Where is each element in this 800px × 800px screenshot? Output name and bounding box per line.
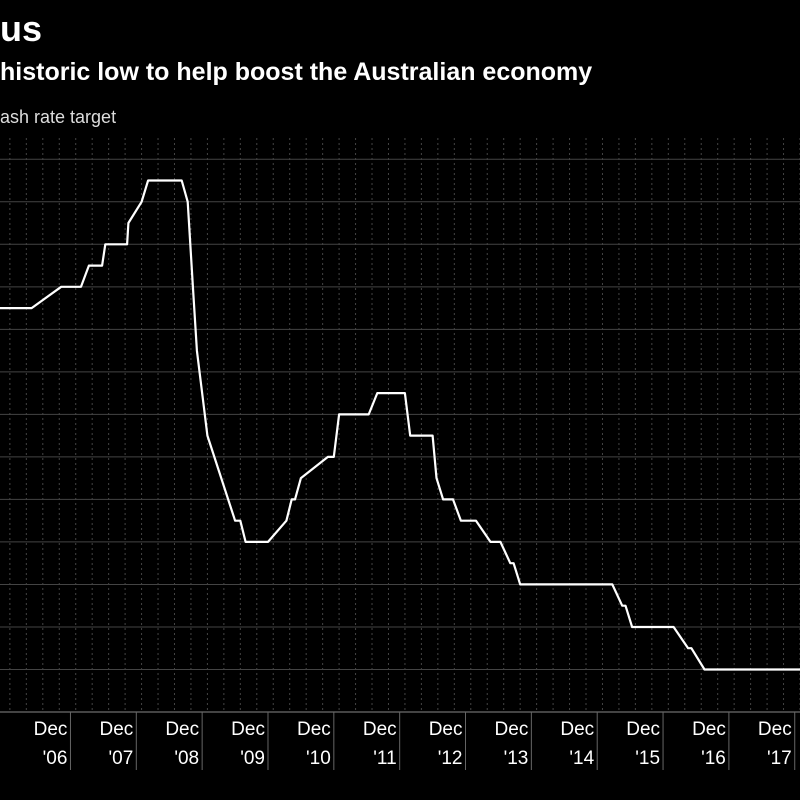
x-tick-month-label: Dec xyxy=(495,719,529,740)
x-tick-month-label: Dec xyxy=(626,719,660,740)
x-tick-month-label: Dec xyxy=(34,719,68,740)
x-tick-month-label: Dec xyxy=(758,719,792,740)
x-tick-year-label: '14 xyxy=(569,748,594,769)
x-tick-year-label: '15 xyxy=(635,748,660,769)
x-tick-year-label: '11 xyxy=(373,748,396,769)
x-tick-year-label: '17 xyxy=(767,748,792,769)
x-tick-year-label: '12 xyxy=(438,748,463,769)
chart-subtitle: historic low to help boost the Australia… xyxy=(0,58,593,86)
x-tick-month-label: Dec xyxy=(231,719,265,740)
x-tick-month-label: Dec xyxy=(560,719,594,740)
x-tick-month-label: Dec xyxy=(363,719,397,740)
x-tick-year-label: '09 xyxy=(240,748,265,769)
x-tick-month-label: Dec xyxy=(165,719,199,740)
x-axis-ticks: Dec '06 Dec '07 Dec '08 Dec '09 Dec '10 Dec '11 Dec '… xyxy=(34,712,796,770)
x-tick-year-label: '16 xyxy=(701,748,726,769)
x-tick-month-label: Dec xyxy=(692,719,726,740)
cash-rate-line xyxy=(0,179,800,671)
x-tick-year-label: '13 xyxy=(504,748,529,769)
horizontal-gridlines xyxy=(0,158,800,670)
x-tick-year-label: '10 xyxy=(306,748,331,769)
x-tick-year-label: '08 xyxy=(174,748,199,769)
vertical-gridlines xyxy=(9,138,800,712)
chart-title: us xyxy=(0,8,43,49)
y-axis-label: ash rate target xyxy=(0,107,117,127)
x-tick-month-label: Dec xyxy=(297,719,331,740)
x-tick-month-label: Dec xyxy=(429,719,463,740)
x-tick-year-label: '06 xyxy=(43,748,68,769)
x-tick-year-label: '07 xyxy=(109,748,134,769)
x-tick-month-label: Dec xyxy=(99,719,133,740)
